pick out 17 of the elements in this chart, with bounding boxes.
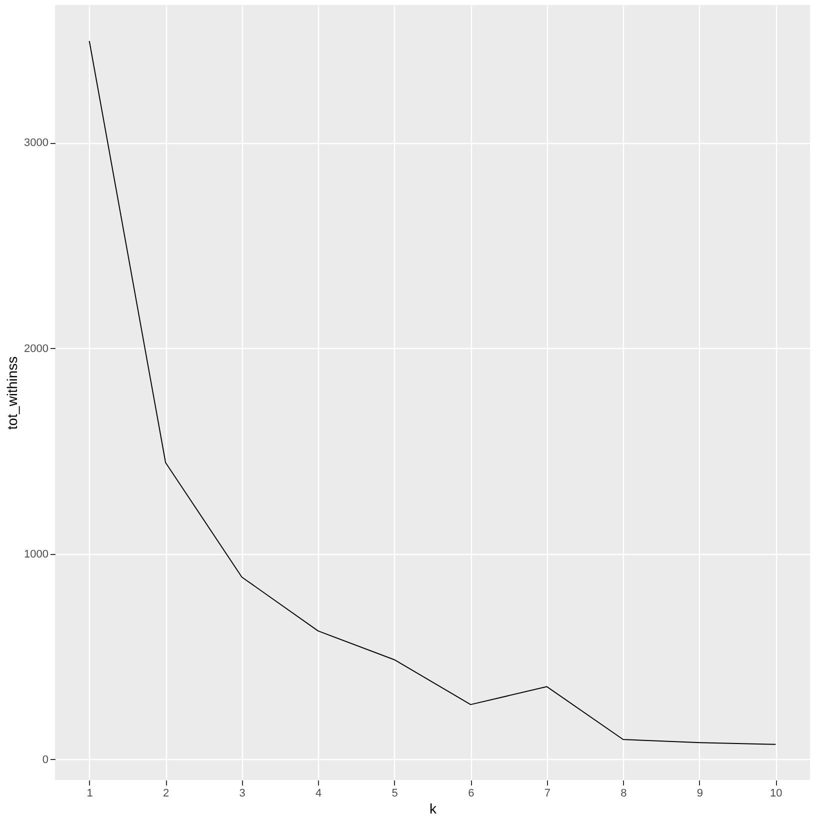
- x-tick-label: 4: [316, 788, 322, 800]
- x-tick-label: 6: [468, 788, 474, 800]
- x-tick-label: 9: [696, 788, 703, 800]
- y-tick-label: 2000: [24, 342, 48, 355]
- x-tick-label: 8: [620, 788, 627, 800]
- y-tick-label: 1000: [24, 548, 48, 560]
- x-tick-label: 3: [239, 788, 246, 800]
- line-series: [88, 40, 776, 745]
- x-tick-label: 1: [86, 788, 93, 800]
- y-axis-title: tot_withinss: [4, 356, 20, 430]
- x-tick-label: 5: [392, 788, 398, 800]
- x-tick-label: 7: [544, 788, 550, 800]
- x-axis-title: k: [430, 800, 438, 816]
- y-tick-label: 3000: [24, 137, 48, 150]
- y-tick-label: 0: [42, 754, 48, 766]
- x-tick-label: 10: [770, 788, 782, 800]
- x-tick-label: 2: [163, 788, 170, 800]
